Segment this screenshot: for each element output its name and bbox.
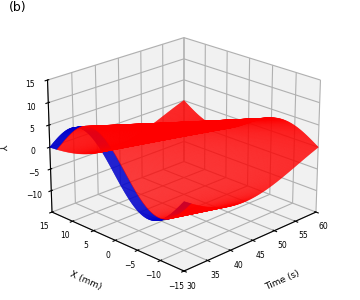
Y-axis label: X (mm): X (mm): [69, 269, 103, 291]
Text: (b): (b): [9, 1, 27, 14]
X-axis label: Time (s): Time (s): [264, 269, 301, 292]
